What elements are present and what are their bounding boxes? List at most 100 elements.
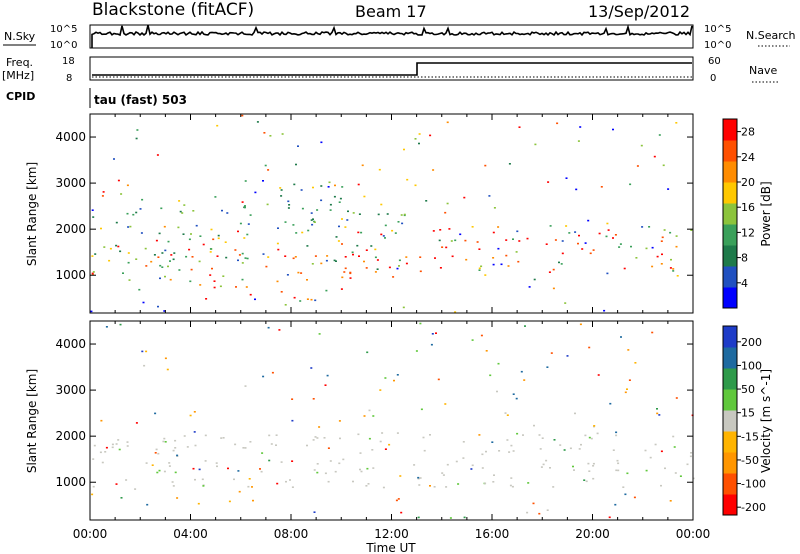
echo-cell bbox=[672, 435, 675, 438]
echo-cell bbox=[445, 246, 448, 249]
echo-cell bbox=[162, 440, 165, 443]
echo-cell bbox=[217, 234, 220, 237]
echo-cell bbox=[396, 432, 399, 434]
echo-cell bbox=[142, 301, 145, 304]
echo-cell bbox=[176, 497, 179, 499]
echo-cell bbox=[438, 239, 441, 242]
echo-cell bbox=[478, 267, 481, 270]
echo-cell bbox=[280, 291, 283, 293]
echo-cell bbox=[146, 503, 149, 506]
echo-cell bbox=[414, 138, 417, 140]
echo-cell bbox=[108, 259, 111, 262]
echo-cell bbox=[392, 276, 395, 278]
velocity-colorbar-tick: 100 bbox=[741, 359, 762, 372]
echo-cell bbox=[675, 235, 678, 237]
echo-cell bbox=[344, 267, 347, 270]
echo-cell bbox=[552, 268, 555, 271]
echo-cell bbox=[267, 256, 270, 258]
echo-cell bbox=[261, 452, 264, 454]
echo-cell bbox=[219, 285, 222, 288]
echo-cell bbox=[288, 204, 291, 206]
echo-cell bbox=[661, 253, 663, 256]
nsky-label: N.Sky bbox=[4, 30, 36, 43]
echo-cell bbox=[376, 268, 379, 270]
freq-panel: Freq. [MHz] 18 8 60 0 Nave bbox=[2, 56, 780, 84]
echo-cell bbox=[588, 436, 591, 439]
echo-cell bbox=[670, 258, 672, 261]
echo-cell bbox=[267, 326, 270, 329]
echo-cell bbox=[122, 272, 124, 274]
echo-cell bbox=[450, 240, 453, 242]
power-colorbar-tick: 16 bbox=[741, 201, 755, 214]
echo-cell bbox=[92, 271, 95, 273]
echo-cell bbox=[471, 464, 474, 467]
x-tick-label: 20:00 bbox=[575, 527, 610, 541]
echo-cell bbox=[572, 465, 574, 468]
echo-cell bbox=[485, 350, 488, 352]
echo-cell bbox=[352, 480, 354, 483]
echo-cell bbox=[558, 261, 560, 264]
echo-cell bbox=[520, 370, 523, 373]
echo-cell bbox=[565, 177, 568, 179]
x-tick-label: 04:00 bbox=[173, 527, 208, 541]
echo-cell bbox=[500, 263, 503, 266]
echo-cell bbox=[160, 207, 163, 210]
echo-cell bbox=[589, 252, 592, 255]
echo-cell bbox=[612, 128, 614, 131]
echo-cell bbox=[654, 443, 657, 446]
echo-cell bbox=[432, 230, 435, 232]
echo-cell bbox=[280, 189, 283, 191]
echo-cell bbox=[140, 232, 143, 234]
echo-cell bbox=[583, 479, 586, 481]
echo-cell bbox=[192, 467, 195, 470]
power-ytick-label: 1000 bbox=[55, 268, 86, 282]
echo-cell bbox=[565, 225, 568, 227]
echo-cell bbox=[561, 240, 564, 242]
echo-cell bbox=[163, 437, 166, 440]
date-title: 13/Sep/2012 bbox=[588, 2, 690, 21]
echo-cell bbox=[546, 366, 549, 368]
echo-cell bbox=[139, 208, 142, 210]
echo-cell bbox=[564, 302, 567, 304]
velocity-ytick-label: 2000 bbox=[55, 429, 86, 443]
echo-cell bbox=[690, 229, 693, 231]
echo-cell bbox=[163, 310, 166, 312]
echo-cell bbox=[493, 474, 495, 476]
echo-cell bbox=[338, 462, 341, 465]
echo-cell bbox=[164, 441, 167, 443]
echo-cell bbox=[320, 141, 323, 144]
echo-cell bbox=[379, 440, 382, 443]
echo-cell bbox=[451, 255, 454, 258]
echo-cell bbox=[651, 246, 654, 249]
echo-cell bbox=[128, 279, 131, 281]
echo-cell bbox=[294, 256, 297, 258]
echo-cell bbox=[339, 197, 342, 200]
echo-cell bbox=[578, 234, 580, 237]
echo-cell bbox=[417, 516, 420, 519]
echo-cell bbox=[186, 446, 189, 448]
echo-cell bbox=[115, 443, 118, 445]
echo-cell bbox=[512, 393, 515, 395]
echo-cell bbox=[291, 460, 294, 462]
echo-cell bbox=[90, 310, 93, 313]
echo-cell bbox=[674, 472, 677, 474]
echo-cell bbox=[327, 447, 330, 449]
echo-cell bbox=[307, 229, 310, 232]
echo-cell bbox=[154, 412, 157, 415]
echo-cell bbox=[292, 257, 295, 260]
echo-cell bbox=[198, 260, 201, 263]
power-ytick-label: 2000 bbox=[55, 222, 86, 236]
power-colorbar-swatch bbox=[723, 161, 737, 183]
echo-cell bbox=[607, 229, 610, 231]
echo-cell bbox=[234, 443, 237, 446]
echo-cell bbox=[478, 269, 481, 271]
echo-cell bbox=[448, 228, 451, 230]
echo-cell bbox=[498, 450, 501, 452]
echo-cell bbox=[213, 286, 216, 289]
echo-cell bbox=[367, 483, 370, 485]
echo-cell bbox=[378, 168, 381, 171]
echo-cell bbox=[368, 437, 371, 440]
echo-cell bbox=[237, 230, 239, 233]
echo-cell bbox=[622, 486, 625, 488]
